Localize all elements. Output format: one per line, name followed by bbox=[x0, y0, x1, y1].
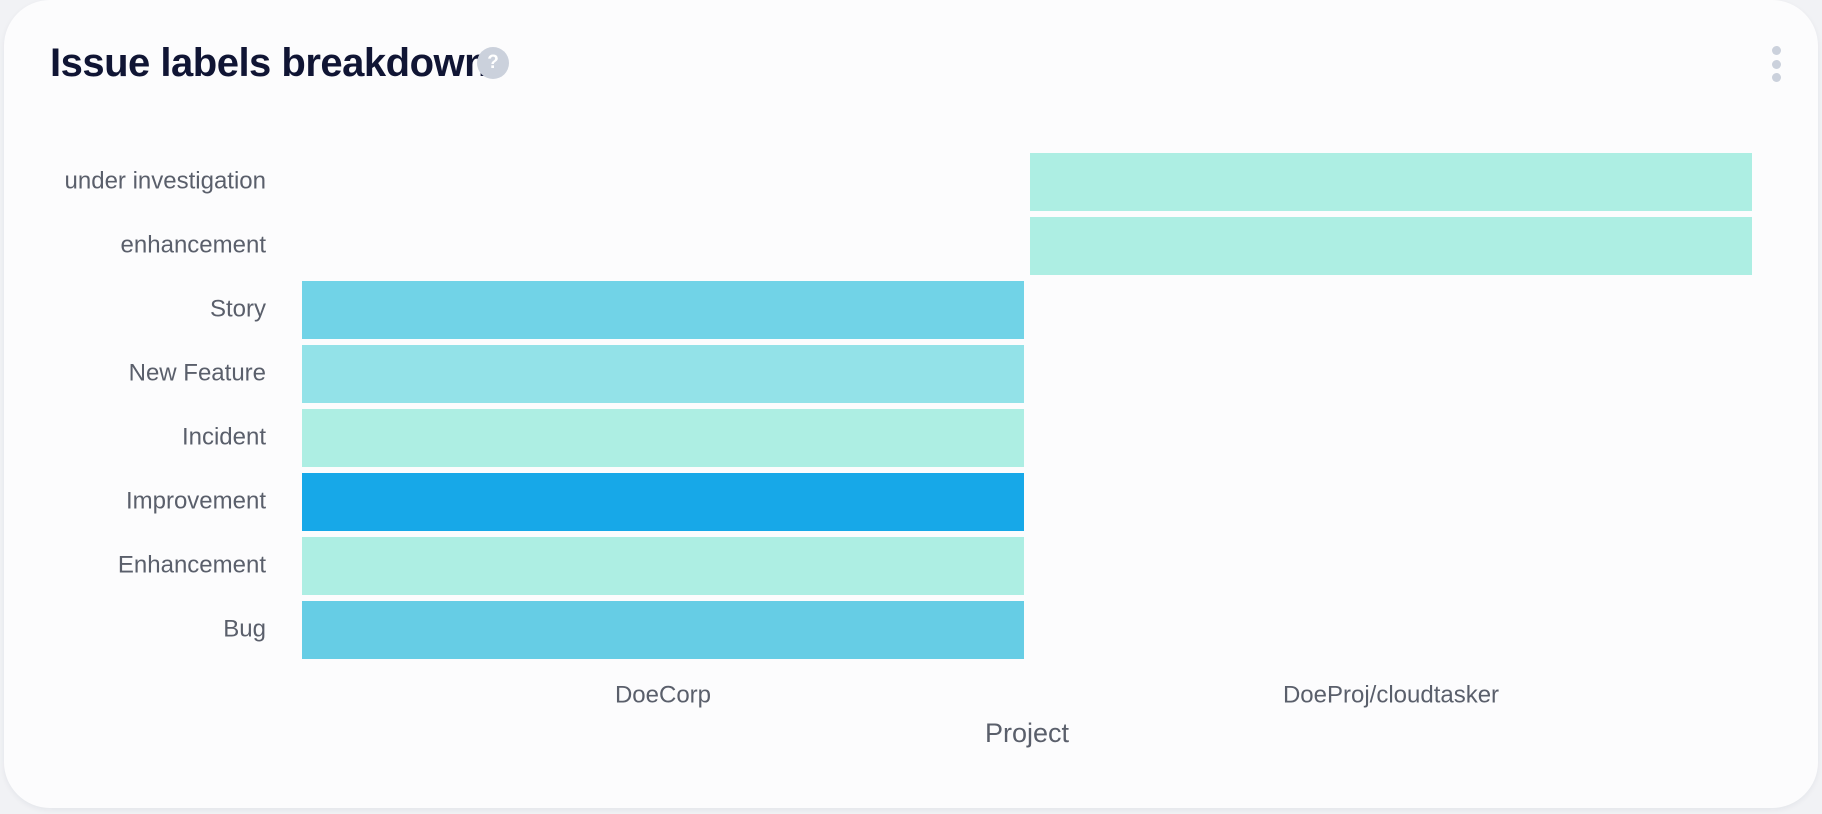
y-tick-label: enhancement bbox=[121, 231, 267, 258]
y-tick-label: Enhancement bbox=[118, 551, 266, 578]
y-tick-label: Story bbox=[210, 295, 266, 322]
heatmap-cell[interactable] bbox=[302, 281, 1024, 339]
y-tick-label: under investigation bbox=[65, 167, 266, 194]
y-tick-label: Incident bbox=[182, 423, 266, 450]
x-axis-title: Project bbox=[985, 718, 1070, 748]
y-tick-label: New Feature bbox=[129, 359, 266, 386]
y-tick-label: Bug bbox=[223, 615, 266, 642]
y-tick-label: Improvement bbox=[126, 487, 266, 514]
heatmap-cell[interactable] bbox=[302, 601, 1024, 659]
x-tick-label: DoeProj/cloudtasker bbox=[1283, 681, 1499, 708]
heatmap-cell[interactable] bbox=[302, 473, 1024, 531]
heatmap-cell[interactable] bbox=[1030, 153, 1752, 211]
heatmap-cell[interactable] bbox=[302, 345, 1024, 403]
x-tick-label: DoeCorp bbox=[615, 681, 711, 708]
heatmap-cell[interactable] bbox=[302, 409, 1024, 467]
heatmap-cell[interactable] bbox=[1030, 217, 1752, 275]
heatmap-cell[interactable] bbox=[302, 537, 1024, 595]
